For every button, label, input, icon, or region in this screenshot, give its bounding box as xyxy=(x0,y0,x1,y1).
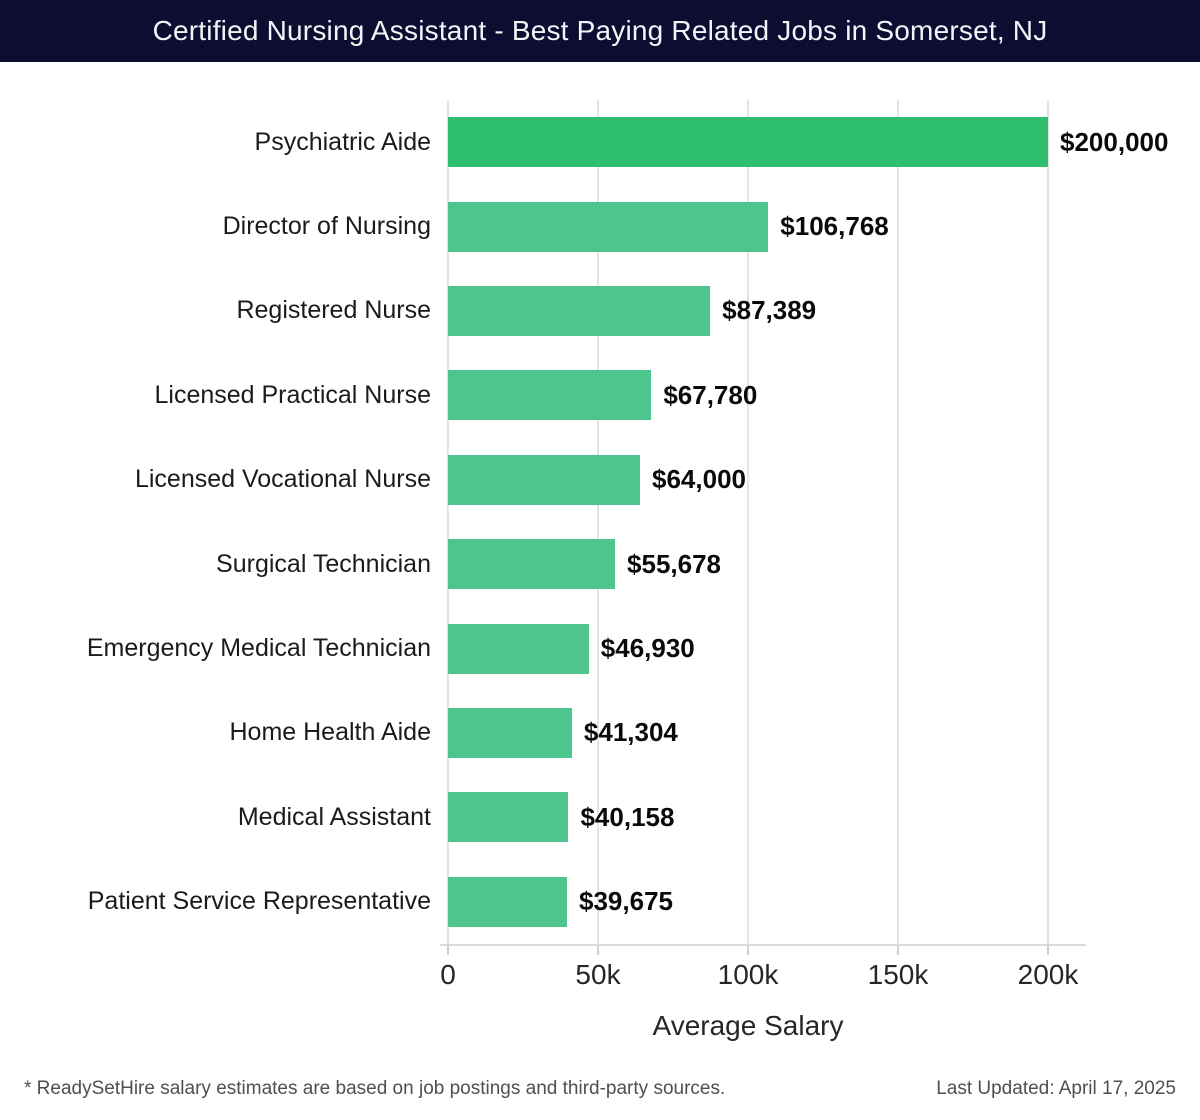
bar-row: Licensed Vocational Nurse $64,000 xyxy=(0,438,1200,522)
value-label: $46,930 xyxy=(600,633,695,664)
x-tick-label: 0 xyxy=(440,959,456,990)
category-label: Patient Service Representative xyxy=(87,887,431,916)
gridline xyxy=(447,100,449,944)
value-label: $40,158 xyxy=(580,801,675,832)
bar-row: Psychiatric Aide $200,000 xyxy=(0,100,1200,184)
x-tick-mark xyxy=(1047,946,1049,955)
bar-track: $67,780 xyxy=(448,353,1200,437)
category-label: Psychiatric Aide xyxy=(254,127,431,156)
bar-track: $106,768 xyxy=(448,184,1200,268)
bar-row: Surgical Technician $55,678 xyxy=(0,522,1200,606)
gridline xyxy=(747,100,749,944)
value-label: $41,304 xyxy=(583,717,678,748)
x-tick-label: 150k xyxy=(867,959,929,990)
bar xyxy=(448,454,640,505)
bar xyxy=(448,117,1048,168)
x-tick-label: 50k xyxy=(575,959,621,990)
title-bar: Certified Nursing Assistant - Best Payin… xyxy=(0,0,1200,62)
bar-row: Patient Service Representative $39,675 xyxy=(0,860,1200,944)
value-label: $87,389 xyxy=(722,295,817,326)
bar-chart: Psychiatric Aide $200,000 Director of Nurs… xyxy=(0,62,1200,1052)
value-label: $67,780 xyxy=(663,379,758,410)
x-tick-label: 200k xyxy=(1017,959,1079,990)
bar-rows: Psychiatric Aide $200,000 Director of Nurs… xyxy=(0,100,1200,944)
value-label: $106,768 xyxy=(780,211,889,242)
category-label: Registered Nurse xyxy=(236,296,431,325)
bar xyxy=(448,539,616,590)
bar-track: $41,304 xyxy=(448,691,1200,775)
category-label: Licensed Vocational Nurse xyxy=(134,465,431,494)
category-label: Emergency Medical Technician xyxy=(86,634,431,663)
bar-track: $46,930 xyxy=(448,606,1200,690)
category-label: Home Health Aide xyxy=(229,718,431,747)
bar-row: Registered Nurse $87,389 xyxy=(0,269,1200,353)
bar-track: $64,000 xyxy=(448,438,1200,522)
x-axis-title: Average Salary xyxy=(652,1010,844,1041)
value-label: $64,000 xyxy=(652,464,746,495)
bar-row: Director of Nursing $106,768 xyxy=(0,184,1200,268)
x-tick-mark xyxy=(897,946,899,955)
bar-row: Home Health Aide $41,304 xyxy=(0,691,1200,775)
category-label: Medical Assistant xyxy=(237,802,431,831)
category-label: Director of Nursing xyxy=(222,212,431,241)
x-tick-mark xyxy=(747,946,749,955)
last-updated: Last Updated: April 17, 2025 xyxy=(936,1078,1176,1099)
bar-row: Medical Assistant $40,158 xyxy=(0,775,1200,859)
x-tick-mark xyxy=(447,946,449,955)
bar xyxy=(448,792,569,843)
footnote: * ReadySetHire salary estimates are base… xyxy=(24,1078,726,1099)
x-tick-mark xyxy=(597,946,599,955)
bar-row: Emergency Medical Technician $46,930 xyxy=(0,606,1200,690)
bar xyxy=(448,623,589,674)
bar xyxy=(448,876,568,927)
bar-track: $200,000 xyxy=(448,100,1200,184)
gridlines xyxy=(447,100,1049,944)
bar xyxy=(448,201,769,252)
x-tick-label: 100k xyxy=(717,959,779,990)
category-label: Surgical Technician xyxy=(216,549,431,578)
bar-track: $87,389 xyxy=(448,269,1200,353)
bar-track: $55,678 xyxy=(448,522,1200,606)
footer: * ReadySetHire salary estimates are base… xyxy=(0,1078,1200,1100)
gridline xyxy=(897,100,899,944)
bar-row: Licensed Practical Nurse $67,780 xyxy=(0,353,1200,437)
bar-track: $39,675 xyxy=(448,860,1200,944)
x-axis-line xyxy=(440,944,1086,946)
chart-title: Certified Nursing Assistant - Best Payin… xyxy=(152,15,1048,46)
gridline xyxy=(1047,100,1049,944)
value-label: $55,678 xyxy=(627,548,722,579)
category-label: Licensed Practical Nurse xyxy=(154,380,431,409)
gridline xyxy=(597,100,599,944)
bar xyxy=(448,370,652,421)
bar xyxy=(448,285,711,336)
bar-track: $40,158 xyxy=(448,775,1200,859)
value-label: $39,675 xyxy=(579,886,673,917)
bar xyxy=(448,707,572,758)
value-label: $200,000 xyxy=(1060,126,1169,157)
